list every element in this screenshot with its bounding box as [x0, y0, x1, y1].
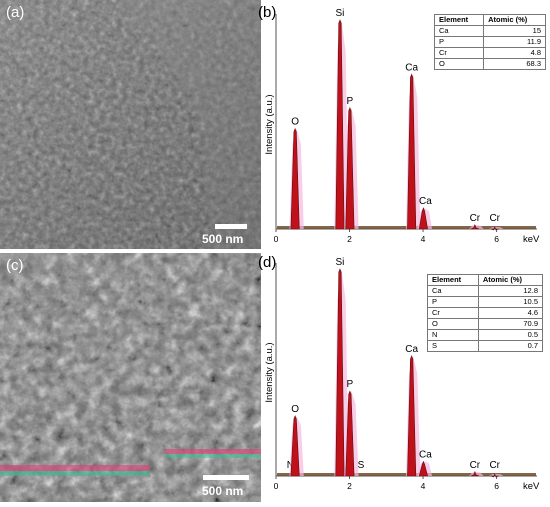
peak-label-6: Cr — [489, 213, 500, 224]
element-cell: S — [427, 340, 479, 352]
peak-label-4: Ca — [419, 196, 432, 207]
table-row: N 0.5 — [427, 329, 544, 341]
sem-texture-a — [0, 0, 261, 249]
y-axis-label: Intensity (a.u.) — [264, 94, 275, 154]
spectrum-chart-d: Intensity (a.u.)0246keVNOSiPSCaCaCrCr — [264, 257, 540, 492]
peak-label-7: Cr — [470, 460, 481, 471]
table-row: Cr 4.8 — [433, 47, 546, 59]
sem-image-a: (a) 500 nm — [0, 0, 261, 249]
panel-label-c: (c) — [6, 257, 24, 274]
element-cell: N — [427, 329, 479, 341]
table-header-cell: Atomic (%) — [483, 14, 546, 26]
table-row: Ca 15 — [433, 25, 546, 37]
composition-table-b: Element Atomic (%) Ca 15 P 11.9 Cr 4.8 O 68.3 — [433, 14, 546, 70]
scale-label-a: 500 nm — [202, 232, 244, 246]
peak-label-3: Ca — [405, 62, 418, 73]
panel-label-d: (d) — [258, 254, 277, 271]
eds-plot-b: (b) Intensity (a.u.) 0 2 4 6 keV O Si P Ca Ca Cr Cr … — [258, 0, 550, 249]
x-tick-label: 0 — [274, 234, 279, 244]
peak-label-3: P — [347, 379, 354, 390]
peak-label-8: Cr — [489, 460, 500, 471]
table-header-cell: Element — [427, 274, 479, 286]
table-row: O 70.9 — [427, 318, 544, 330]
peak-3 — [345, 390, 355, 477]
element-cell: Ca — [427, 285, 479, 297]
x-tick-label: 6 — [494, 234, 499, 244]
peak-8 — [490, 473, 500, 478]
peak-label-4: S — [358, 460, 365, 471]
element-cell: P — [433, 36, 485, 48]
element-cell: Cr — [433, 47, 485, 59]
atomic-percent-cell: 0.5 — [477, 329, 544, 341]
peak-7 — [470, 471, 480, 477]
atomic-percent-cell: 12.8 — [477, 285, 544, 297]
peak-1 — [290, 415, 300, 477]
sem-texture-c — [0, 253, 261, 502]
peak-0 — [290, 127, 300, 230]
peak-5 — [470, 224, 480, 230]
x-tick-label: 2 — [347, 481, 352, 491]
peak-label-1: O — [291, 404, 299, 415]
atomic-percent-cell: 70.9 — [477, 318, 544, 330]
scale-label-c: 500 nm — [202, 484, 244, 498]
atomic-percent-cell: 4.6 — [477, 307, 544, 319]
panel-label-a: (a) — [6, 4, 25, 21]
peak-5 — [407, 355, 417, 477]
peak-label-2: P — [347, 96, 354, 107]
composition-table-d: Element Atomic (%) Ca 12.8 P 10.5 Cr 4.6 O 70.9 N 0… — [427, 274, 544, 352]
atomic-percent-cell: 68.3 — [483, 58, 546, 70]
element-cell: Ca — [433, 25, 485, 37]
sem-image-c: (c) 500 nm — [0, 253, 261, 502]
peak-1 — [335, 19, 345, 230]
x-tick-label: 4 — [421, 481, 426, 491]
element-cell: Cr — [427, 307, 479, 319]
x-axis-label: keV — [523, 481, 540, 492]
eds-plot-d: (d) Intensity (a.u.)0246keVNOSiPSCaCaCrC… — [258, 253, 550, 502]
table-row: Cr 4.6 — [427, 307, 544, 319]
table-header-cell: Atomic (%) — [477, 274, 544, 286]
peak-label-1: Si — [336, 8, 345, 19]
peak-label-5: Ca — [405, 344, 418, 355]
table-row: O 68.3 — [433, 58, 546, 70]
peak-label-6: Ca — [419, 450, 432, 461]
table-row: P 11.9 — [433, 36, 546, 48]
x-tick-label: 4 — [421, 234, 426, 244]
peak-2 — [335, 268, 345, 477]
table-row: Ca 12.8 — [427, 285, 544, 297]
element-cell: O — [433, 58, 485, 70]
x-tick-label: 6 — [494, 481, 499, 491]
peak-label-0: O — [291, 117, 299, 128]
peak-label-5: Cr — [470, 213, 481, 224]
atomic-percent-cell: 0.7 — [477, 340, 544, 352]
peak-4 — [418, 207, 428, 230]
x-axis-label: keV — [523, 234, 540, 245]
scale-bar-c — [203, 475, 249, 480]
atomic-percent-cell: 10.5 — [477, 296, 544, 308]
table-row: P 10.5 — [427, 296, 544, 308]
atomic-percent-cell: 4.8 — [483, 47, 546, 59]
atomic-percent-cell: 11.9 — [483, 36, 546, 48]
peak-3 — [407, 73, 417, 230]
element-cell: O — [427, 318, 479, 330]
x-tick-label: 0 — [274, 481, 279, 491]
x-tick-label: 2 — [347, 234, 352, 244]
peak-6 — [418, 460, 428, 477]
peak-6 — [490, 226, 500, 231]
peak-glow-6 — [489, 226, 504, 229]
scale-bar-a — [215, 224, 247, 229]
peak-label-2: Si — [336, 257, 345, 268]
y-axis-label: Intensity (a.u.) — [264, 342, 275, 402]
element-cell: P — [427, 296, 479, 308]
table-header-cell: Element — [433, 14, 485, 26]
panel-label-b: (b) — [258, 4, 277, 21]
table-row: S 0.7 — [427, 340, 544, 352]
peak-2 — [345, 106, 355, 230]
peak-glow-8 — [489, 473, 504, 476]
atomic-percent-cell: 15 — [483, 25, 546, 37]
